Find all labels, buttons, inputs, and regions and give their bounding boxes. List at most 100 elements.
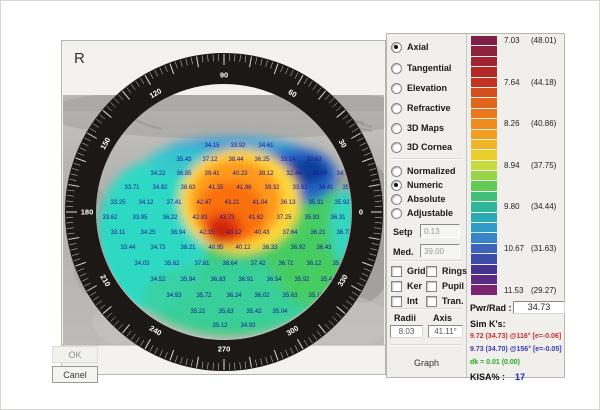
k-value: 42.83: [192, 215, 208, 221]
k-value: 33.95: [132, 215, 148, 221]
topography-map[interactable]: R: [62, 41, 385, 374]
scale-segment: [471, 160, 497, 171]
radio-numeric[interactable]: Numeric: [391, 178, 443, 192]
radio-adjustable[interactable]: Adjustable: [391, 206, 453, 220]
k-value: 36.24: [226, 293, 242, 299]
k-value: 33.14: [280, 157, 296, 163]
ring-tick: [359, 142, 367, 147]
ring-degree-label: 270: [218, 345, 231, 354]
checkbox-tran[interactable]: Tran.: [426, 294, 464, 308]
ring-tick: [239, 54, 241, 62]
sim-ks-label: Sim K's:: [470, 319, 506, 329]
checkbox-pupil[interactable]: Pupil: [426, 279, 464, 293]
ring-tick: [316, 87, 322, 94]
ring-tick: [342, 304, 349, 310]
ok-button[interactable]: OK: [52, 346, 98, 363]
ring-tick: [332, 102, 338, 108]
ring-tick: [357, 137, 364, 142]
axis-field[interactable]: 41.11°: [428, 325, 463, 338]
ring-tick: [92, 296, 99, 301]
scale-label-radius: 7.64: [504, 77, 520, 87]
checkbox-ker[interactable]: Ker: [391, 279, 422, 293]
k-value: 34.13: [336, 171, 352, 177]
checkbox-label: Pupil: [442, 281, 464, 291]
graph-button[interactable]: Graph: [413, 358, 439, 368]
k-value: 34.93: [240, 323, 256, 329]
scale-segment: [471, 212, 497, 223]
k-value: 35.41: [320, 277, 336, 283]
k-value: 34.93: [166, 293, 182, 299]
ring-tick: [144, 339, 151, 350]
ring-tick: [75, 261, 87, 267]
k-value: 36.91: [238, 277, 254, 283]
radio-dot: [391, 82, 402, 94]
scale-segment: [471, 108, 497, 119]
k-value: 33.44: [120, 245, 136, 251]
k-value: 36.92: [290, 245, 306, 251]
radii-field[interactable]: 8.03: [390, 325, 423, 338]
topography-color-map: [97, 137, 351, 336]
med-dropdown[interactable]: 39.00 ▼: [420, 244, 485, 262]
radio-3d-maps[interactable]: 3D Maps: [391, 121, 444, 135]
k-value: 33.71: [124, 185, 140, 191]
ring-tick: [68, 237, 80, 240]
radio-normalized[interactable]: Normalized: [391, 164, 456, 178]
setp-dropdown[interactable]: 0.13 ▼: [420, 224, 485, 242]
k-value: 40.43: [254, 230, 270, 236]
ring-tick: [332, 316, 338, 322]
ring-tick: [73, 162, 81, 166]
checkbox-rings[interactable]: Rings: [426, 264, 467, 278]
ring-tick: [122, 90, 130, 100]
kisa-label: KISA% :: [470, 372, 506, 382]
radio-label: Normalized: [407, 166, 456, 176]
ring-tick: [336, 110, 346, 118]
k-value: 34.41: [318, 185, 334, 191]
ring-tick: [140, 339, 145, 347]
k-value: 35.63: [282, 293, 298, 299]
ring-tick: [84, 137, 91, 142]
checkbox-int[interactable]: Int: [391, 294, 418, 308]
ring-tick: [289, 347, 294, 355]
pwr-rad-field[interactable]: 34.73: [513, 301, 565, 314]
ring-tick: [207, 54, 209, 62]
radio-tangential[interactable]: Tangential: [391, 61, 451, 75]
k-value: 36.25: [254, 157, 270, 163]
ring-tick: [265, 357, 268, 364]
checkbox-grid[interactable]: Grid: [391, 264, 426, 278]
scale-segment: [471, 233, 497, 243]
map-panel: R: [61, 40, 386, 375]
ring-tick: [102, 306, 112, 314]
scale-label-diopter: (29.27): [531, 285, 557, 295]
checkbox-label: Rings: [442, 266, 468, 276]
radio-refractive[interactable]: Refractive: [391, 101, 451, 115]
radio-3d-cornea[interactable]: 3D Cornea: [391, 140, 452, 154]
k-value: 33.05: [312, 171, 328, 177]
ring-tick: [96, 118, 102, 124]
separator: [391, 344, 462, 346]
ring-tick: [75, 157, 87, 163]
radio-elevation[interactable]: Elevation: [391, 81, 447, 95]
ring-tick: [369, 253, 376, 256]
separator: [391, 158, 462, 160]
ring-tick: [359, 277, 367, 282]
ring-tick: [336, 312, 342, 318]
ring-tick: [328, 320, 334, 326]
k-value: 33.11: [111, 230, 126, 236]
ring-tick: [154, 347, 159, 355]
radio-absolute[interactable]: Absolute: [391, 192, 446, 206]
k-value: 38.63: [180, 185, 196, 191]
k-value: 41.04: [252, 200, 268, 206]
control-window: Axial Tangential Elevation Refractive 3D…: [386, 33, 565, 382]
k-value: 35.31: [308, 200, 324, 206]
sim-k1-value: 9.72 (34.73) @116° [e=-0.06]: [470, 333, 562, 340]
ring-tick: [201, 361, 204, 369]
scale-segment: [471, 56, 497, 67]
ring-tick: [86, 132, 97, 139]
ring-tick: [81, 142, 89, 147]
cancel-button[interactable]: Canel: [52, 366, 98, 383]
radio-axial[interactable]: Axial: [391, 40, 429, 54]
ring-tick: [244, 361, 247, 369]
scale-label: 11.53 (29.27): [504, 286, 556, 295]
ring-tick: [316, 330, 322, 337]
ring-tick: [373, 232, 381, 235]
